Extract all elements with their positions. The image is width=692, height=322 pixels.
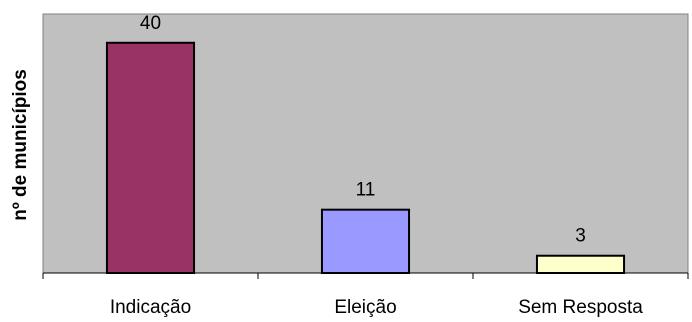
bars-layer [105, 41, 626, 275]
x-axis: Indicação Eleição Sem Resposta [42, 272, 689, 318]
bar [105, 41, 196, 275]
data-labels-layer: 40 11 3 [140, 13, 586, 247]
bar [320, 208, 411, 274]
x-tick-label: Indicação [110, 297, 191, 318]
y-axis-title: nº de municípios [10, 69, 31, 221]
data-label: 11 [356, 180, 376, 201]
bar [535, 254, 626, 275]
x-tick-label: Eleição [334, 297, 396, 318]
x-tick-label: Sem Resposta [518, 297, 643, 318]
data-label: 40 [140, 13, 161, 34]
data-label: 3 [575, 226, 586, 247]
